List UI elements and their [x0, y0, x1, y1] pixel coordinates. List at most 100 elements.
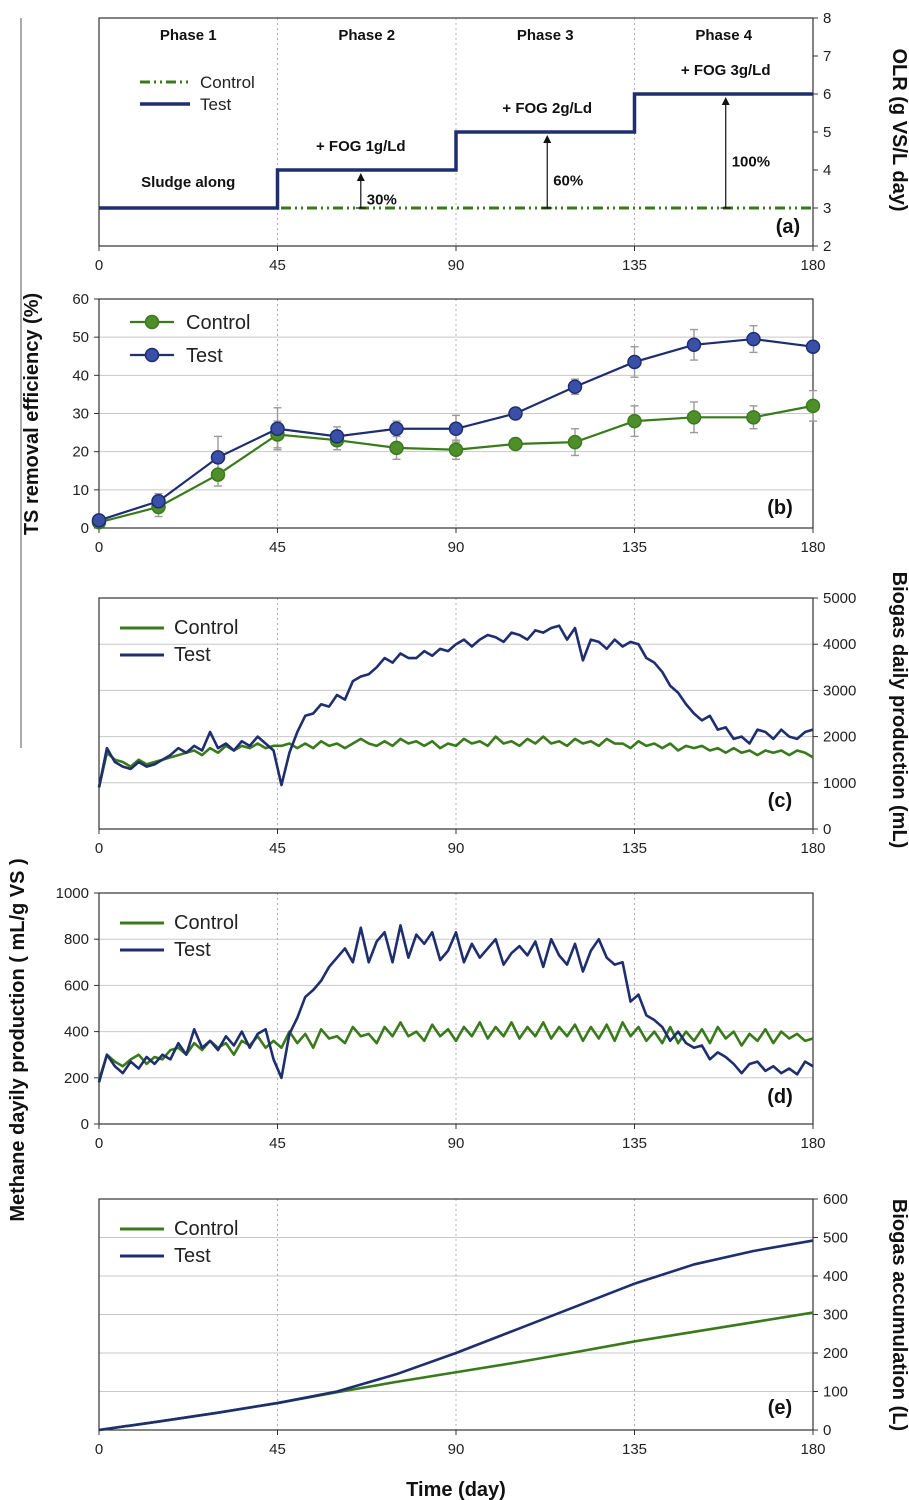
x-tick-label: 0: [95, 1441, 103, 1458]
y-tick-label: 600: [823, 1191, 848, 1208]
legend-label: Control: [174, 617, 238, 639]
panel-label: (a): [776, 216, 800, 238]
legend-marker-control: [144, 314, 160, 330]
y-tick-label: 0: [823, 821, 831, 838]
y-tick-label: 1000: [823, 775, 856, 792]
y-tick-label: 2: [823, 238, 831, 255]
y-tick-label: 0: [81, 520, 89, 537]
panel-label: (c): [768, 790, 792, 812]
arrow-head: [356, 173, 365, 181]
data-point-control: [448, 442, 464, 458]
data-point-test: [210, 450, 226, 465]
x-tick-label: 90: [448, 1135, 465, 1152]
y-tick-label: 60: [72, 291, 89, 308]
x-tick-label: 90: [448, 840, 465, 857]
x-tick-label: 180: [800, 257, 825, 274]
x-tick-label: 180: [800, 539, 825, 556]
annotation: Sludge along: [141, 174, 235, 191]
panel-1: [91, 298, 821, 533]
arrow-label: 60%: [553, 173, 583, 190]
arrow-label: 30%: [367, 192, 397, 209]
panel-label: (b): [767, 497, 793, 519]
legend-label: Test: [186, 345, 223, 367]
data-point-control: [746, 410, 761, 425]
x-tick-label: 45: [269, 1441, 286, 1458]
annotation: + FOG 3g/Ld: [681, 62, 771, 79]
phase-label: Phase 4: [695, 27, 752, 44]
x-tick-label: 0: [95, 539, 103, 556]
x-tick-label: 0: [95, 1135, 103, 1152]
panel-4: [98, 1198, 818, 1435]
data-point-control: [686, 410, 702, 425]
phase-label: Phase 3: [517, 27, 574, 44]
y-tick-label: 20: [72, 444, 89, 461]
arrow-label: 100%: [732, 154, 770, 171]
annotation: + FOG 1g/Ld: [316, 138, 406, 155]
x-tick-label: 45: [269, 1135, 286, 1152]
y-tick-label: 4000: [823, 636, 856, 653]
y-tick-label: 200: [823, 1345, 848, 1362]
annotation: + FOG 2g/Ld: [502, 100, 592, 117]
y-tick-label: 300: [823, 1307, 848, 1324]
data-point-control: [627, 413, 642, 429]
y-tick-label: 100: [823, 1384, 848, 1401]
legend-label: Control: [174, 912, 238, 934]
legend-label: Control: [174, 1218, 238, 1240]
series-line-test: [98, 1239, 814, 1432]
y-tick-label: 5000: [823, 590, 856, 607]
data-point-test: [448, 421, 464, 437]
data-point-control: [210, 467, 226, 482]
x-tick-label: 90: [448, 539, 465, 556]
y-tick-label: 50: [72, 329, 89, 346]
y-tick-label: 3: [823, 200, 831, 217]
data-point-control: [508, 436, 523, 452]
y-axis-label: Biogas accumulation (L): [888, 1199, 909, 1431]
legend-label: Control: [200, 73, 255, 92]
y-tick-label: 10: [72, 482, 89, 499]
phase-label: Phase 1: [160, 27, 217, 44]
legend-label: Test: [200, 95, 231, 114]
y-tick-label: 8: [823, 10, 831, 27]
y-tick-label: 3000: [823, 682, 856, 699]
arrow-head: [721, 97, 730, 105]
legend-marker-test: [144, 347, 160, 363]
y-tick-label: 400: [64, 1024, 89, 1041]
y-tick-label: 1000: [56, 885, 89, 902]
y-axis-label: TS removal efficiency (%): [21, 293, 43, 535]
legend-label: Test: [174, 939, 211, 961]
y-tick-label: 600: [64, 977, 89, 994]
y-axis-label: Methane dayily production ( mL/g VS ): [7, 858, 29, 1221]
series-line-test: [97, 924, 814, 1083]
phase-label: Phase 2: [338, 27, 395, 44]
x-tick-label: 45: [269, 539, 286, 556]
data-point-test: [805, 339, 821, 354]
data-point-test: [329, 429, 345, 444]
panel-0: [98, 17, 818, 251]
y-axis-label: OLR (g VS/L day): [888, 49, 909, 212]
y-tick-label: 4: [823, 162, 831, 179]
panel-label: (e): [768, 1397, 792, 1419]
panel-label: (d): [767, 1086, 793, 1108]
data-point-test: [746, 331, 761, 347]
data-point-test: [567, 379, 583, 395]
data-point-test: [151, 494, 166, 509]
legend-label: Test: [174, 1245, 211, 1267]
y-tick-label: 800: [64, 931, 89, 948]
y-tick-label: 5: [823, 124, 831, 141]
y-tick-label: 0: [823, 1422, 831, 1439]
panel-3: [94, 892, 814, 1129]
x-tick-label: 0: [95, 840, 103, 857]
data-point-control: [389, 440, 404, 456]
x-tick-label: 0: [95, 257, 103, 274]
x-axis-label: Time (day): [406, 1479, 506, 1500]
data-point-test: [91, 513, 107, 528]
legend-label: Control: [186, 312, 250, 334]
y-tick-label: 7: [823, 48, 831, 65]
data-point-control: [567, 434, 583, 450]
series-line-control: [97, 735, 814, 788]
data-point-test: [627, 354, 642, 370]
y-axis-label: Biogas daily production (mL): [888, 572, 909, 849]
x-tick-label: 180: [800, 1441, 825, 1458]
x-tick-label: 90: [448, 1441, 465, 1458]
